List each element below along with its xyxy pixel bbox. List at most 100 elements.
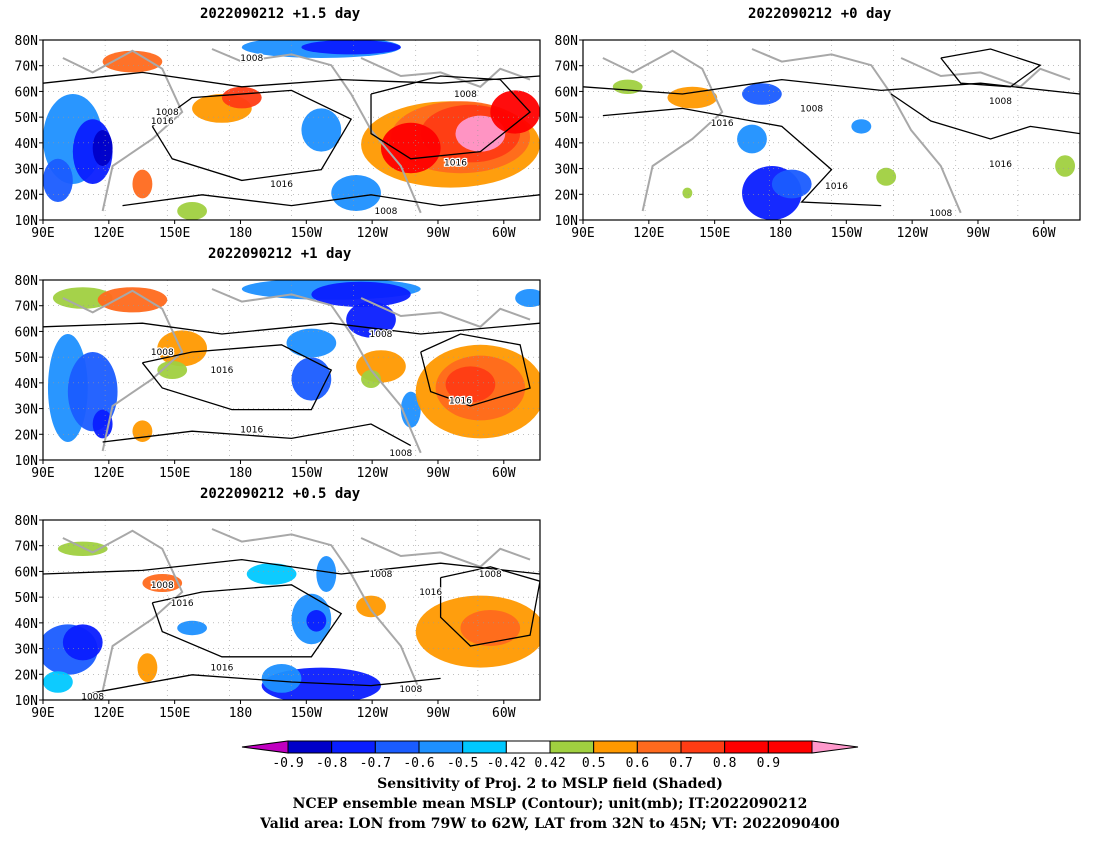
contour-label: 1016 <box>210 664 233 674</box>
coastline <box>602 49 724 212</box>
latitude-tick-label: 30N <box>15 163 38 178</box>
colorbar-bin <box>374 740 420 754</box>
colorbar-arrow-right <box>811 740 859 754</box>
longitude-tick-label: 60W <box>492 466 516 481</box>
latitude-tick-label: 10N <box>15 214 38 229</box>
contour-label: 1016 <box>419 588 442 598</box>
coastline <box>360 297 531 328</box>
colorbar-label: -0.6 <box>403 756 434 771</box>
contour-label: 1008 <box>479 570 502 580</box>
shaded-region <box>97 287 168 313</box>
latitude-tick-label: 40N <box>15 377 38 392</box>
shaded-region <box>142 574 183 592</box>
longitude-tick-label: 90E <box>31 706 54 721</box>
longitude-tick-label: 150W <box>831 226 862 241</box>
panel-title-1-5-day: 2022090212 +1.5 day <box>200 6 361 22</box>
colorbar-label: 0.5 <box>582 756 605 771</box>
longitude-tick-label: 150W <box>291 706 322 721</box>
caption-line-1: Sensitivity of Proj. 2 to MSLP field (Sh… <box>377 776 723 792</box>
longitude-tick-label: 120E <box>93 226 124 241</box>
colorbar-bin <box>462 740 507 754</box>
longitude-tick-label: 90W <box>426 226 450 241</box>
longitude-tick-label: 180 <box>769 226 792 241</box>
latitude-tick-label: 80N <box>15 274 38 289</box>
latitude-tick-label: 10N <box>15 694 38 709</box>
mslp-contour <box>420 333 531 407</box>
shaded-region <box>52 287 113 309</box>
longitude-tick-label: 90W <box>426 466 450 481</box>
shaded-region <box>157 361 188 379</box>
shaded-region <box>460 610 521 646</box>
shaded-region <box>132 169 153 199</box>
shaded-region <box>346 301 396 338</box>
colorbar-bin <box>549 740 595 754</box>
caption-line-2: NCEP ensemble mean MSLP (Contour); unit(… <box>292 796 808 812</box>
latitude-tick-label: 70N <box>15 60 38 75</box>
mslp-contour <box>940 48 1042 88</box>
latitude-tick-label: 10N <box>555 214 578 229</box>
colorbar-bin <box>680 740 726 754</box>
longitude-tick-label: 120W <box>896 226 927 241</box>
contour-label: 1008 <box>151 581 174 591</box>
contour-label: 1008 <box>389 449 412 459</box>
longitude-tick-label: 150W <box>291 226 322 241</box>
shaded-region <box>43 671 73 693</box>
longitude-tick-label: 120W <box>356 226 387 241</box>
shaded-region <box>246 563 297 585</box>
shaded-region <box>667 86 718 109</box>
colorbar-arrow-left <box>241 740 289 754</box>
shaded-region <box>331 175 381 211</box>
latitude-tick-label: 50N <box>15 111 38 126</box>
colorbar-label: -0.7 <box>360 756 391 771</box>
caption-line-3: Valid area: LON from 79W to 62W, LAT fro… <box>260 816 840 832</box>
contour-label: 1008 <box>151 348 174 358</box>
shaded-region <box>177 202 208 220</box>
latitude-tick-label: 20N <box>15 188 38 203</box>
shaded-region <box>380 122 441 174</box>
panel-title-0-day: 2022090212 +0 day <box>748 6 892 22</box>
contour-label: 1016 <box>711 119 734 129</box>
latitude-tick-label: 80N <box>555 34 578 49</box>
shaded-region <box>316 556 337 592</box>
shaded-region <box>311 281 411 307</box>
colorbar-label: 0.8 <box>713 756 736 771</box>
latitude-tick-label: 70N <box>15 540 38 555</box>
colorbar-label: 0.9 <box>757 756 780 771</box>
shaded-region <box>62 624 103 661</box>
shaded-region <box>57 541 108 556</box>
longitude-tick-label: 150E <box>699 226 730 241</box>
mslp-contour <box>122 194 540 207</box>
shaded-region <box>306 610 327 632</box>
contour-label: 1008 <box>81 692 104 702</box>
contour-label: 1008 <box>374 207 397 217</box>
contour-label: 1016 <box>171 599 194 609</box>
mslp-contour <box>890 93 1080 140</box>
shaded-region <box>92 130 113 166</box>
colorbar-bin <box>331 740 376 754</box>
latitude-tick-label: 30N <box>15 403 38 418</box>
shaded-region <box>137 653 158 682</box>
map-frame <box>582 39 1081 221</box>
shaded-region <box>291 357 332 401</box>
contour-label: 1016 <box>825 182 848 192</box>
latitude-tick-label: 30N <box>15 643 38 658</box>
map-panel-1: 1008 1008 1016 1016 1016 1008 80N 70N 60N 50N 40N 3… <box>555 34 1081 241</box>
mslp-contour <box>43 71 540 88</box>
colorbar-bin <box>636 740 682 754</box>
longitude-tick-label: 90W <box>966 226 990 241</box>
coastline <box>62 529 184 692</box>
contour-label: 1008 <box>240 54 263 64</box>
longitude-tick-label: 60W <box>492 226 516 241</box>
mslp-contour <box>151 89 353 182</box>
colorbar-label: -0.8 <box>316 756 347 771</box>
longitude-tick-label: 180 <box>229 466 252 481</box>
colorbar-bin <box>593 740 638 754</box>
latitude-tick-label: 40N <box>15 617 38 632</box>
longitude-tick-label: 120W <box>356 706 387 721</box>
longitude-tick-label: 120E <box>93 706 124 721</box>
mslp-contour <box>583 78 1080 95</box>
longitude-tick-label: 60W <box>492 706 516 721</box>
colorbar-label: -0.5 <box>447 756 478 771</box>
latitude-tick-label: 60N <box>555 85 578 100</box>
colorbar-label: -0.42 <box>487 756 526 771</box>
